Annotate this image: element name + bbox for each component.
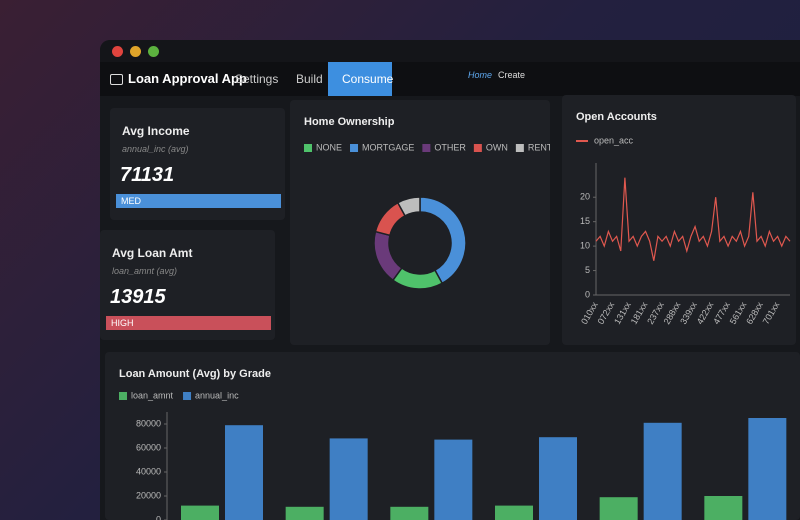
y-tick-label: 0 [156, 514, 161, 520]
line-chart: Open Accountsopen_acc05101520010xx072xx1… [576, 111, 791, 326]
donut-panel: Home Ownership NONE MORTGAGE OTHER OWN RENT [290, 100, 553, 345]
kpi-value: 71131 [120, 164, 175, 186]
bar [434, 439, 473, 520]
donut-slice [396, 196, 421, 217]
y-tick-label: 0 [585, 289, 590, 299]
bar-panel: Loan Amount (Avg) by Grade loan_amnt annua… [105, 352, 800, 520]
bar-chart: Loan Amount (Avg) by Grade loan_amnt annua… [119, 368, 787, 520]
kpi-badge: HIGH [106, 316, 271, 330]
kpi-subtitle: annual_inc (avg) [122, 144, 189, 154]
legend-label: RENT [528, 142, 550, 152]
y-tick-label: 20000 [136, 490, 161, 500]
legend-swatch [350, 144, 359, 152]
nav-bar: Loan Approval App Settings Build Consume… [100, 62, 800, 96]
kpi-title: Avg Income [122, 124, 190, 138]
nav-item[interactable]: Build [296, 72, 323, 86]
y-tick-label: 5 [585, 265, 590, 275]
bar [643, 422, 682, 520]
legend-swatch [304, 144, 312, 152]
chart-title: Loan Amount (Avg) by Grade [119, 368, 271, 380]
bar [495, 505, 533, 520]
donut-chart: Home Ownership NONE MORTGAGE OTHER OWN RENT [304, 116, 553, 290]
donut-slice [373, 230, 403, 282]
bar [225, 425, 263, 520]
app-window: Loan Approval App Settings Build Consume… [100, 40, 800, 520]
bar [704, 496, 743, 520]
bar [539, 437, 577, 520]
legend-swatch [183, 392, 192, 400]
link[interactable]: Create [498, 70, 526, 80]
legend-label: NONE [316, 142, 342, 152]
kpi-subtitle: loan_amnt (avg) [112, 266, 178, 276]
legend-label: loan_amnt [131, 390, 174, 400]
y-tick-label: 80000 [136, 418, 161, 428]
y-tick-label: 10 [580, 240, 590, 250]
minimize-button[interactable] [130, 46, 141, 57]
donut-slice [419, 196, 467, 285]
y-tick-label: 60000 [136, 442, 161, 452]
app-title: Loan Approval App [128, 71, 247, 86]
y-tick-label: 20 [580, 192, 590, 202]
kpi-title: Avg Loan Amt [112, 246, 193, 260]
legend-swatch [473, 144, 482, 152]
legend-label: annual_inc [195, 390, 239, 400]
active-tab[interactable] [328, 62, 392, 96]
kpi-card: Avg Loan Amt loan_amnt (avg) 13915 HIGH [100, 230, 275, 340]
legend-swatch [515, 144, 524, 152]
close-button[interactable] [112, 46, 123, 57]
kpi-badge: MED [116, 194, 281, 208]
chart-title: Home Ownership [304, 116, 395, 128]
line-panel: Open Accounts open_acc 0 5 10 15 20 010xx 072xx 1… [562, 95, 796, 345]
legend-swatch [422, 144, 431, 152]
kpi-value: 13915 [110, 286, 166, 308]
bar [181, 505, 219, 520]
bar [329, 438, 368, 520]
title-bar [100, 40, 800, 62]
bar [748, 418, 787, 520]
legend-label: MORTGAGE [362, 142, 414, 152]
legend-swatch [119, 392, 127, 400]
maximize-button[interactable] [148, 46, 159, 57]
legend-label: OWN [486, 142, 508, 152]
x-tick-label: 701xx [761, 300, 782, 326]
y-tick-label: 40000 [136, 466, 161, 476]
legend-label: OTHER [434, 142, 466, 152]
app-icon [110, 74, 123, 85]
kpi-card: Avg Income annual_inc (avg) 71131 MED [110, 108, 285, 220]
bar [285, 506, 324, 520]
legend-label: open_acc [594, 135, 634, 145]
y-tick-label: 15 [580, 216, 590, 226]
bar [599, 497, 638, 520]
nav-item[interactable]: Settings [235, 72, 279, 86]
bar [390, 506, 429, 520]
data-line [595, 177, 791, 261]
chart-title: Open Accounts [576, 111, 657, 123]
link[interactable]: Home [468, 70, 493, 80]
nav-item[interactable]: Consume [342, 72, 394, 86]
